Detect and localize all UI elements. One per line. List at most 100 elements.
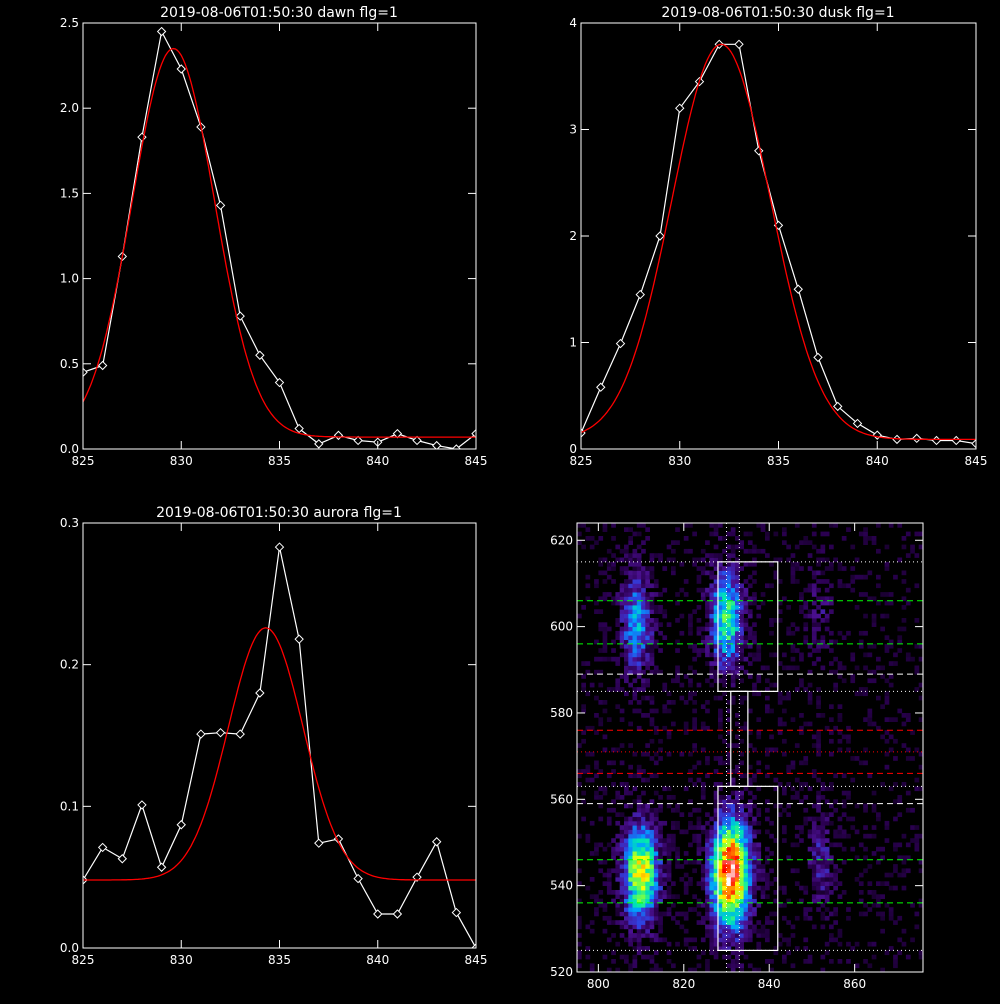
heatmap-cell xyxy=(594,583,599,589)
heatmap-cell xyxy=(884,764,890,770)
heatmap-cell xyxy=(645,846,650,852)
dawn-data-point xyxy=(274,377,285,388)
heatmap-cell xyxy=(649,855,655,861)
heatmap-cell xyxy=(662,682,668,688)
heatmap-cell xyxy=(739,678,744,684)
heatmap-cell xyxy=(692,725,697,731)
heatmap-cell xyxy=(645,825,650,830)
heatmap-cell xyxy=(777,661,783,666)
heatmap-cell xyxy=(752,777,757,783)
heatmap-cell xyxy=(726,639,732,645)
heatmap-cell xyxy=(820,846,826,852)
heatmap-cell xyxy=(756,656,762,662)
heatmap-cell xyxy=(786,769,791,774)
heatmap-cell xyxy=(730,639,736,645)
heatmap-cell xyxy=(790,553,796,558)
heatmap-cell xyxy=(649,833,655,839)
heatmap-cell xyxy=(901,626,907,632)
heatmap-cell xyxy=(713,648,719,653)
heatmap-cell xyxy=(653,553,659,558)
heatmap-cell xyxy=(854,855,860,861)
heatmap-cell xyxy=(653,807,659,813)
heatmap-cell xyxy=(624,544,629,550)
heatmap-cell xyxy=(739,807,744,813)
heatmap-cell xyxy=(619,833,625,839)
heatmap-cell xyxy=(820,713,826,718)
heatmap-cell xyxy=(730,600,736,606)
heatmap-cell xyxy=(709,855,715,861)
heatmap-cell xyxy=(824,829,830,835)
heatmap-cell xyxy=(688,967,693,973)
heatmap-cell xyxy=(777,557,783,563)
heatmap-cell xyxy=(816,596,821,602)
heatmap-cell xyxy=(850,574,856,580)
heatmap-cell xyxy=(807,540,813,545)
heatmap-cell xyxy=(700,635,706,640)
heatmap-cell xyxy=(730,665,736,671)
heatmap-cell xyxy=(867,570,873,576)
heatmap-cell xyxy=(824,643,830,649)
heatmap-cell xyxy=(752,773,757,779)
heatmap-cell xyxy=(722,877,727,882)
aurora-data-point xyxy=(274,542,285,552)
heatmap-cell xyxy=(585,885,591,891)
heatmap-cell xyxy=(718,924,723,930)
heatmap-cell xyxy=(632,626,638,632)
heatmap-cell xyxy=(730,583,736,589)
heatmap-cell xyxy=(705,561,710,567)
heatmap-cell xyxy=(739,838,744,843)
heatmap-cell xyxy=(653,820,659,826)
heatmap-cell xyxy=(628,872,633,878)
heatmap-cell xyxy=(641,855,646,861)
heatmap-cell xyxy=(577,924,582,930)
heatmap-cell xyxy=(649,872,655,878)
heatmap-cell xyxy=(726,583,732,589)
heatmap-cell xyxy=(820,881,826,886)
heatmap-cell xyxy=(726,838,732,843)
heatmap-cell xyxy=(649,570,655,576)
heatmap-cell xyxy=(910,656,915,662)
heatmap-cell xyxy=(756,691,762,697)
heatmap-cell xyxy=(820,872,826,878)
dawn-x-tick-label: 830 xyxy=(170,454,193,468)
heatmap-cell xyxy=(743,622,749,627)
heatmap-cell xyxy=(811,842,817,848)
heatmap-cell xyxy=(743,833,749,839)
heatmap-cell xyxy=(662,937,668,943)
heatmap-cell xyxy=(683,911,689,917)
heatmap-cell xyxy=(700,885,706,891)
heatmap-cell xyxy=(743,825,749,830)
aurora-x-tick-label: 845 xyxy=(465,953,488,967)
heatmap-cell xyxy=(730,609,736,614)
heatmap-cell xyxy=(649,825,655,830)
heatmap-cell xyxy=(709,622,715,627)
heatmap-cell xyxy=(705,756,710,761)
heatmap-cell xyxy=(914,553,920,558)
heatmap-cell xyxy=(688,682,693,688)
heatmap-cell xyxy=(747,864,753,869)
heatmap-cell xyxy=(726,648,732,653)
heatmap-cell xyxy=(653,967,659,973)
heatmap-cell xyxy=(893,782,898,787)
heatmap-cell xyxy=(739,911,744,917)
heatmap-cell xyxy=(641,678,646,684)
heatmap-cell xyxy=(743,548,749,554)
heatmap-cell xyxy=(675,669,680,675)
heatmap-cell xyxy=(726,751,732,757)
heatmap-cell xyxy=(632,639,638,645)
heatmap-cell xyxy=(709,868,715,874)
heatmap-cell xyxy=(790,764,796,770)
heatmap-cell xyxy=(747,846,753,852)
heatmap-cell xyxy=(794,626,800,632)
heatmap-cell xyxy=(735,812,740,817)
heatmap-cell xyxy=(876,898,881,904)
heatmap-cell xyxy=(901,536,907,541)
heatmap-cell xyxy=(700,846,706,852)
heatmap-cell xyxy=(628,851,633,856)
heatmap-cell xyxy=(730,881,736,886)
heatmap-cell xyxy=(713,674,719,679)
heatmap-cell xyxy=(833,881,838,886)
heatmap-cell xyxy=(641,820,646,826)
heatmap-cell xyxy=(615,678,621,684)
heatmap-cell xyxy=(658,747,663,753)
